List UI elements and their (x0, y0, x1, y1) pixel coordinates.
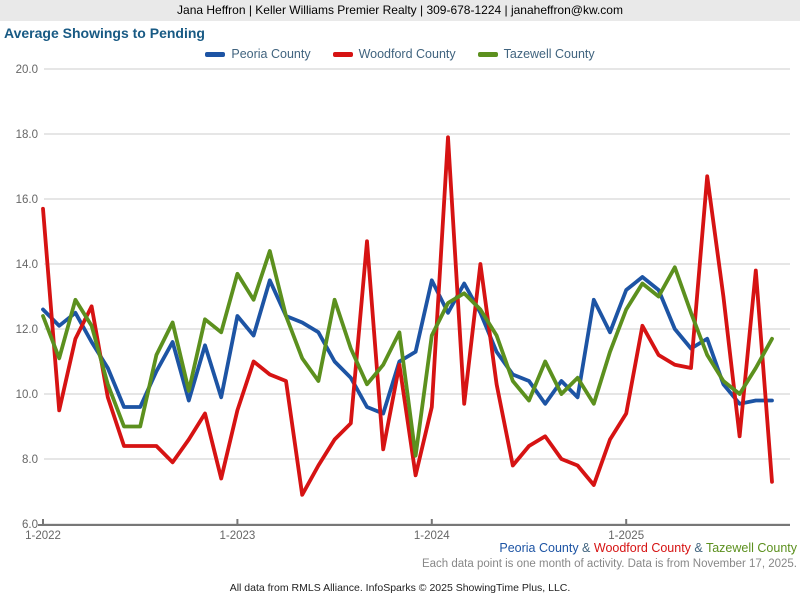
legend-swatch (477, 51, 498, 57)
x-tick-label: 1-2023 (219, 530, 256, 542)
chart-legend: Peoria County Woodford County Tazewell Cou… (0, 45, 800, 63)
series-line-peoria-county (41, 275, 774, 416)
header-contact-bar: Jana Heffron | Keller Williams Premier R… (0, 0, 800, 21)
legend-item-tazewell-county[interactable]: Tazewell County (477, 47, 595, 61)
footer-series-name: Peoria County (499, 541, 579, 555)
y-tick-label: 20.0 (16, 64, 38, 76)
x-tick-label: 1-2022 (25, 530, 61, 542)
y-tick-label: 18.0 (16, 129, 38, 141)
footer-series-separator: & (690, 541, 706, 555)
y-tick-label: 6.0 (22, 519, 38, 531)
series-line-tazewell-county (41, 249, 774, 458)
legend-label: Tazewell County (503, 47, 595, 61)
legend-item-woodford-county[interactable]: Woodford County (332, 47, 456, 61)
footer-series-name: Tazewell County (705, 541, 797, 555)
footer-series-name: Woodford County (593, 541, 691, 555)
footer-series-separator: & (578, 541, 594, 555)
page-title: Average Showings to Pending (4, 25, 205, 41)
y-tick-label: 8.0 (22, 454, 38, 466)
series-line-woodford-county (41, 135, 774, 497)
y-tick-label: 12.0 (16, 324, 38, 336)
legend-swatch (332, 51, 353, 57)
footer-credit: All data from RMLS Alliance. InfoSparks … (229, 582, 571, 594)
footer-data-note: Each data point is one month of activity… (421, 558, 797, 570)
legend-label: Peoria County (231, 47, 311, 61)
legend-label: Woodford County (358, 47, 456, 61)
chart-svg: 20.0 18.0 16.0 14.0 12.0 10.0 8.0 6.0 (16, 64, 790, 531)
x-tick-label: 1-2024 (413, 530, 450, 542)
legend-swatch (205, 51, 226, 57)
footer-series-names: Peoria County & Woodford County & Tazewe… (499, 541, 797, 555)
y-tick-label: 10.0 (16, 389, 38, 401)
x-tick-label: 1-2025 (608, 530, 645, 542)
y-tick-label: 14.0 (16, 259, 38, 271)
y-tick-label: 16.0 (16, 194, 38, 206)
legend-item-peoria-county[interactable]: Peoria County (205, 47, 311, 61)
